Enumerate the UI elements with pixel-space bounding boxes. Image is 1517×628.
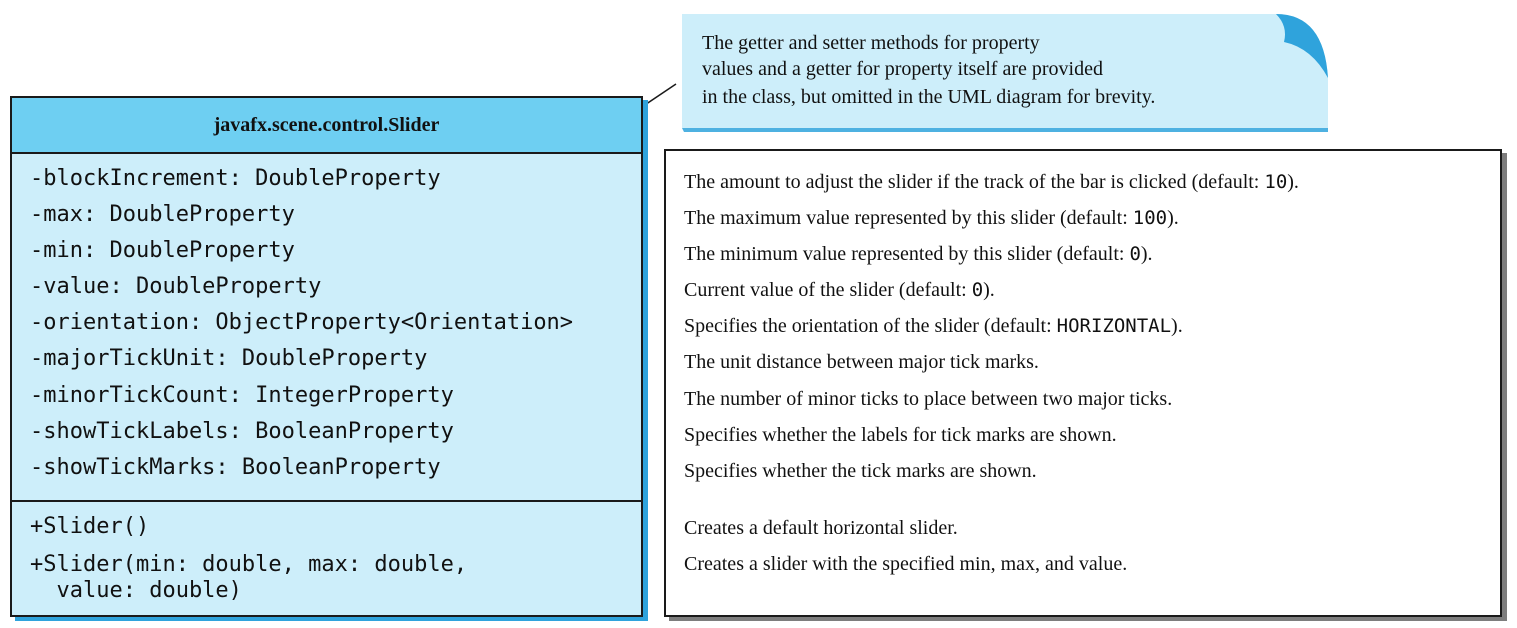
uml-method: +Slider() (30, 514, 150, 539)
uml-attribute: -max: DoubleProperty (30, 202, 295, 227)
attribute-description: The maximum value represented by this sl… (684, 207, 1179, 229)
description-box: The amount to adjust the slider if the t… (664, 149, 1502, 617)
uml-attribute: -value: DoubleProperty (30, 274, 322, 299)
uml-attribute: -orientation: ObjectProperty<Orientation… (30, 310, 574, 335)
uml-attribute: -showTickMarks: BooleanProperty (30, 455, 441, 480)
attribute-description: Specifies the orientation of the slider … (684, 315, 1183, 337)
uml-class-name: javafx.scene.control.Slider (12, 98, 641, 154)
attribute-description: The amount to adjust the slider if the t… (684, 171, 1299, 193)
uml-attribute: -showTickLabels: BooleanProperty (30, 419, 454, 444)
note-callout (682, 14, 1328, 132)
attribute-description: Specifies whether the labels for tick ma… (684, 424, 1117, 446)
uml-class-box: javafx.scene.control.Slider -blockIncrem… (10, 96, 643, 617)
uml-attribute: -blockIncrement: DoubleProperty (30, 166, 441, 191)
method-description: Creates a default horizontal slider. (684, 517, 958, 539)
method-description: Creates a slider with the specified min,… (684, 553, 1128, 575)
note-line-1: The getter and setter methods for proper… (702, 32, 1040, 54)
attribute-description: Current value of the slider (default: 0)… (684, 279, 995, 301)
uml-attribute: -majorTickUnit: DoubleProperty (30, 346, 428, 371)
uml-methods-section: +Slider() +Slider(min: double, max: doub… (12, 502, 641, 615)
attribute-description: Specifies whether the tick marks are sho… (684, 460, 1037, 482)
attribute-description: The unit distance between major tick mar… (684, 351, 1039, 373)
note-line-2: values and a getter for property itself … (702, 58, 1103, 80)
uml-method-continuation: value: double) (30, 578, 242, 603)
uml-method: +Slider(min: double, max: double, (30, 552, 468, 577)
uml-attribute: -min: DoubleProperty (30, 238, 295, 263)
attribute-description: The number of minor ticks to place betwe… (684, 388, 1173, 410)
uml-attribute: -minorTickCount: IntegerProperty (30, 383, 454, 408)
note-line-3: in the class, but omitted in the UML dia… (702, 86, 1156, 108)
uml-attributes-section: -blockIncrement: DoubleProperty -max: Do… (12, 152, 641, 502)
attribute-description: The minimum value represented by this sl… (684, 243, 1153, 265)
